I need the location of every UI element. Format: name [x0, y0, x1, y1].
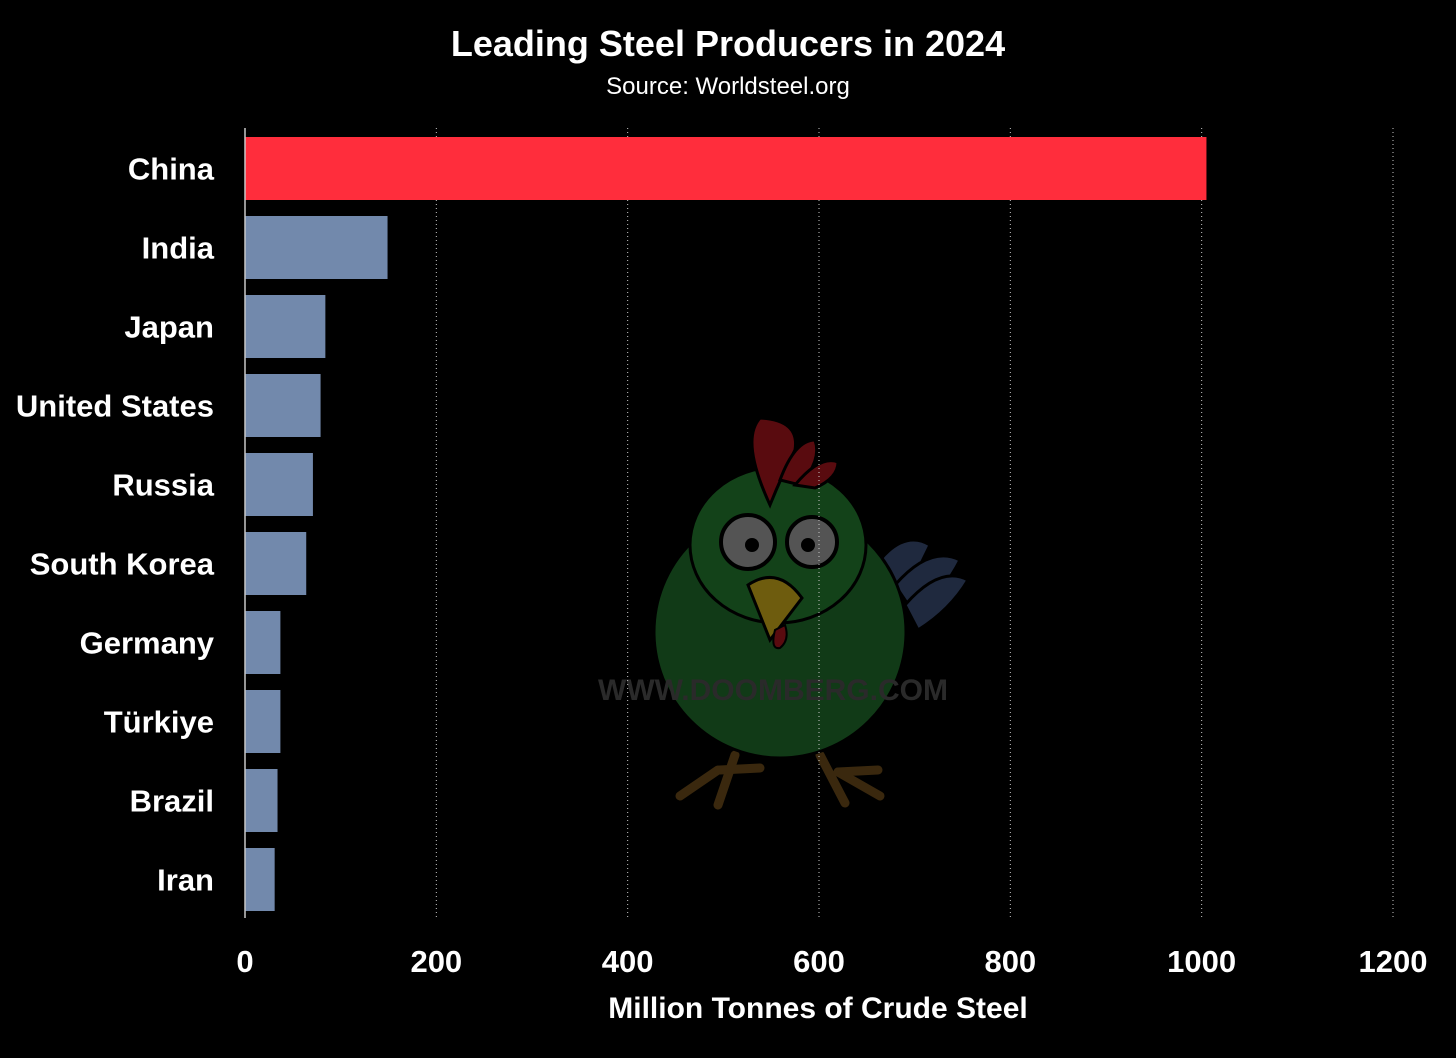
category-labels: China India Japan United States Russia South … — [16, 152, 215, 898]
bar — [245, 374, 321, 437]
x-tick-labels: 0 200 400 600 800 1000 1200 — [236, 944, 1427, 979]
category-label: India — [142, 231, 215, 266]
bars — [245, 137, 1207, 911]
bar — [245, 690, 281, 753]
bar — [245, 532, 307, 595]
category-label: China — [128, 152, 215, 187]
x-tick-label: 1000 — [1167, 944, 1236, 979]
x-tick-label: 0 — [236, 944, 253, 979]
gridlines — [435, 128, 1394, 918]
bar — [245, 216, 388, 279]
category-label: Japan — [124, 310, 214, 345]
x-axis-title: Million Tonnes of Crude Steel — [608, 992, 1027, 1025]
category-label: South Korea — [30, 547, 215, 582]
bar — [245, 769, 278, 832]
category-label: Germany — [80, 626, 215, 661]
category-label: Brazil — [130, 784, 214, 819]
x-tick-label: 200 — [410, 944, 462, 979]
bar — [245, 848, 275, 911]
category-label: Iran — [157, 863, 214, 898]
chicken-mascot-icon — [652, 416, 971, 810]
x-tick-label: 600 — [793, 944, 845, 979]
bar — [245, 611, 281, 674]
category-label: Russia — [112, 468, 214, 503]
bar — [245, 295, 326, 358]
category-label: Türkiye — [104, 705, 214, 740]
bar — [245, 453, 313, 516]
category-label: United States — [16, 389, 214, 424]
bar — [245, 137, 1207, 200]
watermark-text: WWW.DOOMBERG.COM — [598, 674, 948, 707]
x-tick-label: 800 — [984, 944, 1036, 979]
chart-title: Leading Steel Producers in 2024 — [451, 23, 1005, 64]
x-tick-label: 1200 — [1359, 944, 1428, 979]
x-tick-label: 400 — [602, 944, 654, 979]
chart-subtitle: Source: Worldsteel.org — [606, 73, 850, 100]
